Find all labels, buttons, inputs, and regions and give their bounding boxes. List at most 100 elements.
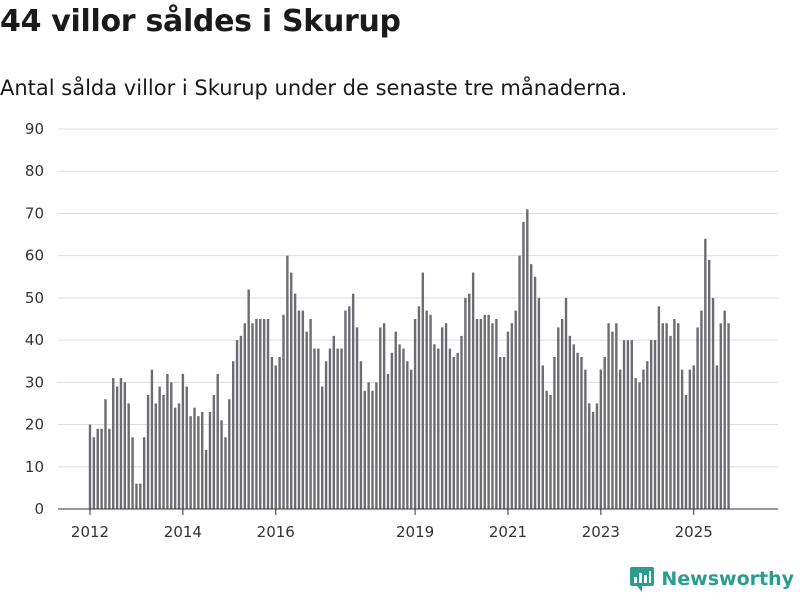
- bar: [611, 331, 614, 509]
- bar: [452, 357, 455, 509]
- bar: [537, 297, 541, 509]
- bar: [266, 319, 270, 509]
- bar: [413, 319, 417, 509]
- bar: [324, 361, 328, 509]
- bar: [235, 340, 239, 509]
- bar: [417, 306, 421, 509]
- bars: [88, 209, 730, 509]
- bar: [344, 310, 347, 509]
- bar: [711, 297, 715, 509]
- bar: [112, 378, 115, 509]
- bar: [677, 323, 680, 509]
- bar: [495, 319, 498, 509]
- bar: [421, 272, 425, 509]
- bar: [394, 331, 397, 509]
- bar: [557, 327, 560, 509]
- highlight-value-label: 44: [727, 0, 746, 4]
- bar: [321, 386, 324, 509]
- bar: [212, 395, 216, 509]
- bar: [297, 310, 301, 509]
- bar: [259, 319, 262, 509]
- bar: [131, 437, 134, 509]
- bar: [243, 323, 246, 509]
- bar: [510, 323, 514, 509]
- bar: [599, 369, 603, 509]
- y-tick-label: 40: [25, 331, 44, 349]
- bar: [684, 395, 688, 509]
- bar: [328, 348, 332, 509]
- bar: [402, 348, 405, 509]
- bar: [313, 348, 316, 509]
- bar: [224, 437, 227, 509]
- bar: [274, 365, 277, 509]
- bar: [150, 369, 154, 509]
- x-tick-label: 2021: [489, 523, 527, 541]
- x-tick-label: 2023: [582, 523, 620, 541]
- bar: [704, 238, 707, 509]
- bar: [560, 319, 564, 509]
- bar: [553, 357, 556, 509]
- bar: [162, 395, 165, 509]
- bar: [390, 352, 394, 509]
- bar: [475, 319, 479, 509]
- bar: [607, 323, 610, 509]
- bar: [166, 373, 169, 509]
- y-tick-label: 30: [25, 373, 44, 391]
- bar: [127, 403, 130, 509]
- bar: [580, 357, 583, 509]
- bar: [460, 335, 463, 509]
- newsworthy-logo-icon: [630, 567, 655, 592]
- bar: [173, 407, 177, 509]
- bar: [429, 314, 432, 509]
- bar: [359, 361, 363, 509]
- bar: [115, 386, 119, 509]
- bar: [119, 378, 123, 509]
- bar: [514, 310, 517, 509]
- y-tick-label: 50: [25, 289, 44, 307]
- bar: [142, 437, 146, 509]
- bar: [657, 306, 661, 509]
- bar: [715, 365, 719, 509]
- bar: [506, 331, 510, 509]
- chart-subtitle: Antal sålda villor i Skurup under de sen…: [0, 76, 628, 100]
- bar: [719, 323, 723, 509]
- bar: [88, 424, 92, 509]
- bar: [588, 403, 591, 509]
- bar: [332, 335, 336, 509]
- bar: [363, 390, 366, 509]
- bar: [375, 382, 378, 509]
- bar: [185, 386, 188, 509]
- x-axis-ticks: 2012 2014 2016 2019 2021 2023 2025: [71, 509, 713, 541]
- x-tick-label: 2025: [675, 523, 713, 541]
- bar: [437, 348, 440, 509]
- bar: [406, 361, 409, 509]
- y-tick-label: 90: [25, 120, 44, 138]
- bar: [673, 319, 676, 509]
- bar: [255, 319, 258, 509]
- bar: [146, 395, 150, 509]
- bar: [448, 348, 452, 509]
- bar: [642, 369, 645, 509]
- bar: [104, 399, 107, 509]
- bar: [425, 310, 428, 509]
- bar: [278, 357, 281, 509]
- y-tick-label: 70: [25, 204, 44, 222]
- bar: [317, 348, 320, 509]
- brand-footer[interactable]: Newsworthy: [629, 564, 794, 594]
- bar: [491, 323, 494, 509]
- bar: [231, 361, 235, 509]
- bar: [456, 352, 459, 509]
- bar: [499, 357, 502, 509]
- bar: [247, 289, 250, 509]
- bar: [688, 369, 692, 509]
- bar: [220, 420, 223, 509]
- data-labels: 44: [727, 0, 746, 4]
- bar: [440, 327, 444, 509]
- bar: [700, 310, 703, 509]
- bar: [529, 264, 533, 509]
- bar: [595, 403, 599, 509]
- bar: [208, 411, 212, 509]
- bar: [181, 373, 185, 509]
- y-tick-label: 80: [25, 162, 44, 180]
- bar: [661, 323, 664, 509]
